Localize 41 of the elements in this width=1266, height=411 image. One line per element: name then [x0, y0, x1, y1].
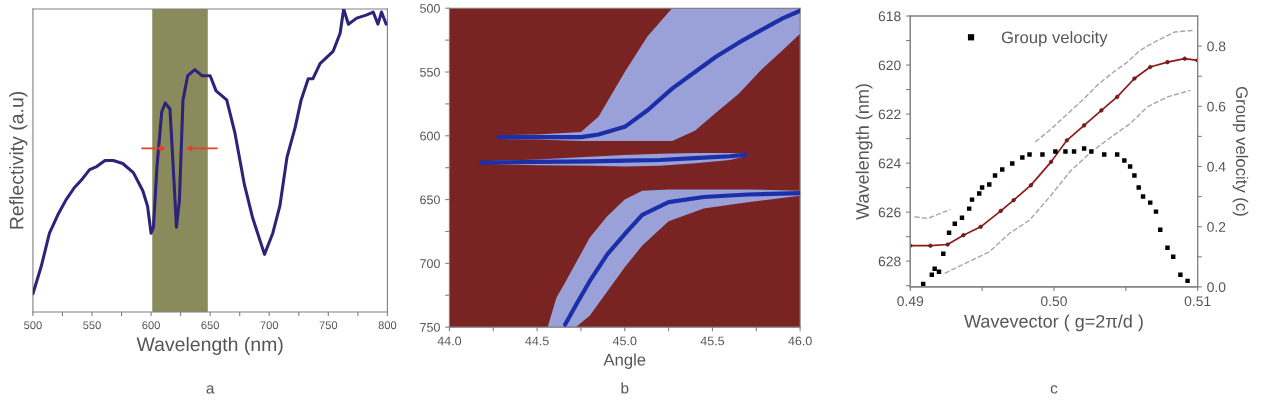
x-tick-label: 46.0 [788, 336, 812, 346]
x-tick-label: 0.51 [1184, 296, 1211, 307]
x-tick-label: 750 [319, 321, 338, 330]
y-tick-label: 618 [878, 11, 901, 22]
y-tick-label: 620 [878, 60, 901, 71]
x-tick-label: 0.49 [897, 296, 924, 307]
y-tick-label: 550 [420, 67, 440, 77]
x-tick-label: 45.5 [700, 336, 725, 346]
y-axis-title: Reflectivity (a.u) [9, 92, 28, 229]
y-axis-title: Wavelength (nm) [855, 84, 873, 220]
text: a [206, 385, 215, 394]
x-axis-title: Wavevector ( g=2π/d ) [964, 314, 1143, 332]
x-tick-label: 600 [142, 321, 160, 330]
x-tick-label: 44.5 [525, 336, 549, 346]
y2-tick-label: 0.2 [1207, 222, 1226, 232]
y2-tick-label: 0.6 [1207, 101, 1226, 112]
y-tick-label: 650 [420, 195, 440, 205]
x-axis-title: Angle [603, 353, 646, 369]
x-tick-label: 44.0 [437, 336, 462, 346]
y-tick-label: 626 [878, 207, 901, 218]
y-tick-label: 500 [420, 4, 440, 13]
y2-tick-label: 0.0 [1207, 282, 1226, 293]
y-tick-label: 700 [420, 259, 440, 269]
legend-label: Group velocity [1001, 31, 1108, 47]
y-tick-label: 624 [878, 158, 901, 169]
y2-axis-title: Group velocity (c) [1232, 87, 1249, 216]
text: c [1050, 385, 1058, 394]
x-tick-label: 45.0 [612, 336, 637, 346]
x-tick-label: 550 [83, 321, 101, 330]
x-tick-label: 800 [378, 321, 397, 330]
x-tick-label: 650 [201, 321, 219, 330]
y-tick-label: 600 [420, 131, 440, 141]
x-tick-label: 500 [24, 321, 42, 330]
y-tick-label: 628 [878, 256, 901, 267]
y2-tick-label: 0.4 [1207, 161, 1226, 172]
text: b [621, 382, 629, 394]
x-axis-title: Wavelength (nm) [136, 336, 283, 356]
y-tick-label: 622 [878, 109, 901, 120]
x-tick-label: 0.50 [1040, 296, 1067, 307]
x-tick-label: 700 [260, 321, 279, 330]
y2-tick-label: 0.8 [1207, 41, 1226, 52]
